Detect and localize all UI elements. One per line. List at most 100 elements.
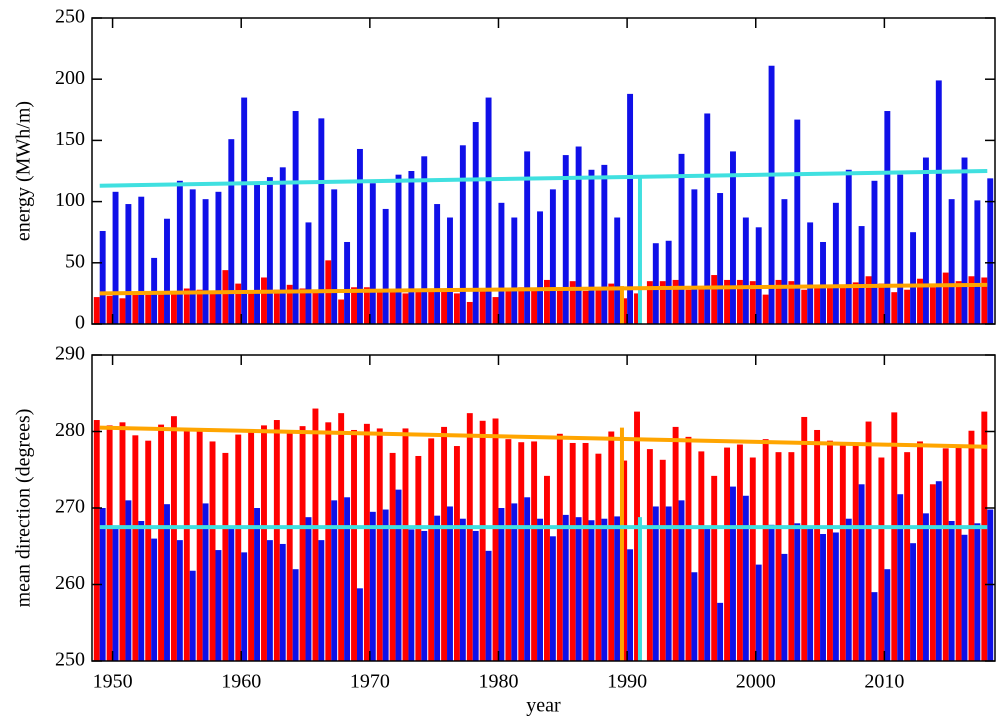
bar	[827, 287, 833, 324]
trend-line	[99, 425, 988, 449]
bar	[549, 189, 556, 324]
bar	[755, 564, 762, 661]
bar	[389, 292, 396, 324]
bar	[408, 529, 415, 661]
bar	[466, 413, 473, 661]
bar	[569, 442, 576, 661]
bar	[987, 178, 994, 324]
bar	[794, 119, 801, 324]
bar	[441, 290, 448, 324]
bar	[93, 420, 100, 661]
bar	[356, 148, 363, 324]
bar	[235, 283, 242, 324]
bar	[987, 509, 994, 661]
y-tick-label: 100	[55, 189, 85, 211]
bar	[678, 153, 685, 324]
bar	[884, 111, 891, 324]
x-tick-label: 1960	[221, 671, 261, 693]
bar	[215, 191, 222, 324]
bar	[132, 435, 139, 661]
bar	[871, 180, 878, 324]
bar	[209, 292, 216, 324]
bar	[595, 453, 602, 661]
bar	[415, 290, 422, 324]
bar	[273, 289, 280, 324]
bar	[588, 520, 595, 661]
bar	[112, 527, 119, 661]
bar	[164, 218, 170, 324]
bar	[634, 293, 640, 324]
bar	[852, 282, 859, 324]
bar	[459, 145, 466, 324]
bar	[441, 426, 448, 661]
bar	[968, 430, 975, 661]
y-tick-label: 50	[65, 250, 85, 272]
bar	[891, 412, 898, 661]
bar	[730, 486, 736, 661]
bar	[935, 481, 942, 661]
bar	[472, 530, 479, 661]
bar	[672, 279, 679, 324]
bar	[248, 290, 255, 324]
bar	[183, 288, 190, 324]
bar	[125, 204, 132, 324]
bar	[344, 241, 351, 324]
bar	[222, 452, 229, 661]
bar	[196, 431, 203, 661]
bar	[241, 97, 248, 324]
bar	[614, 516, 621, 661]
bar	[897, 494, 904, 661]
y-tick-label: 150	[55, 128, 85, 150]
y-axis-title: mean direction (degrees)	[13, 409, 35, 608]
bar	[827, 440, 833, 661]
bar	[215, 550, 222, 661]
bar	[685, 436, 692, 661]
bar	[582, 442, 589, 661]
bar	[158, 424, 165, 661]
bar	[814, 429, 821, 661]
bar	[145, 440, 152, 661]
trend-line	[99, 169, 988, 188]
bar	[582, 290, 589, 324]
bar	[762, 439, 769, 661]
bar	[299, 288, 306, 324]
bar	[788, 281, 795, 324]
bar	[421, 156, 428, 324]
bar	[897, 174, 904, 324]
bar	[832, 532, 839, 661]
bar	[627, 549, 634, 661]
bar	[331, 189, 338, 324]
bar	[351, 287, 357, 324]
bar	[376, 428, 383, 661]
bar	[402, 428, 409, 661]
bar	[119, 298, 126, 324]
bar	[518, 287, 525, 324]
bar	[434, 515, 441, 661]
bar	[376, 290, 383, 324]
bar	[472, 122, 479, 324]
bar	[544, 279, 550, 324]
bar	[498, 202, 505, 324]
bar	[273, 420, 280, 661]
bar	[485, 550, 492, 661]
x-tick-label: 1970	[350, 671, 390, 693]
bar	[292, 111, 299, 324]
y-tick-label: 0	[75, 312, 85, 334]
bar	[453, 446, 460, 661]
bar	[608, 431, 615, 661]
bar	[955, 446, 962, 661]
bar	[904, 452, 911, 661]
bar	[183, 430, 190, 661]
x-axis-title: year	[526, 695, 561, 717]
bar	[832, 202, 839, 324]
bar	[286, 431, 293, 661]
x-tick-label: 1980	[478, 671, 518, 693]
bar	[652, 506, 659, 661]
bar	[775, 452, 782, 661]
bar	[408, 171, 415, 324]
bar	[652, 243, 659, 324]
bar	[189, 189, 196, 324]
bar	[858, 226, 865, 324]
bar	[338, 413, 345, 661]
bar	[254, 508, 260, 661]
